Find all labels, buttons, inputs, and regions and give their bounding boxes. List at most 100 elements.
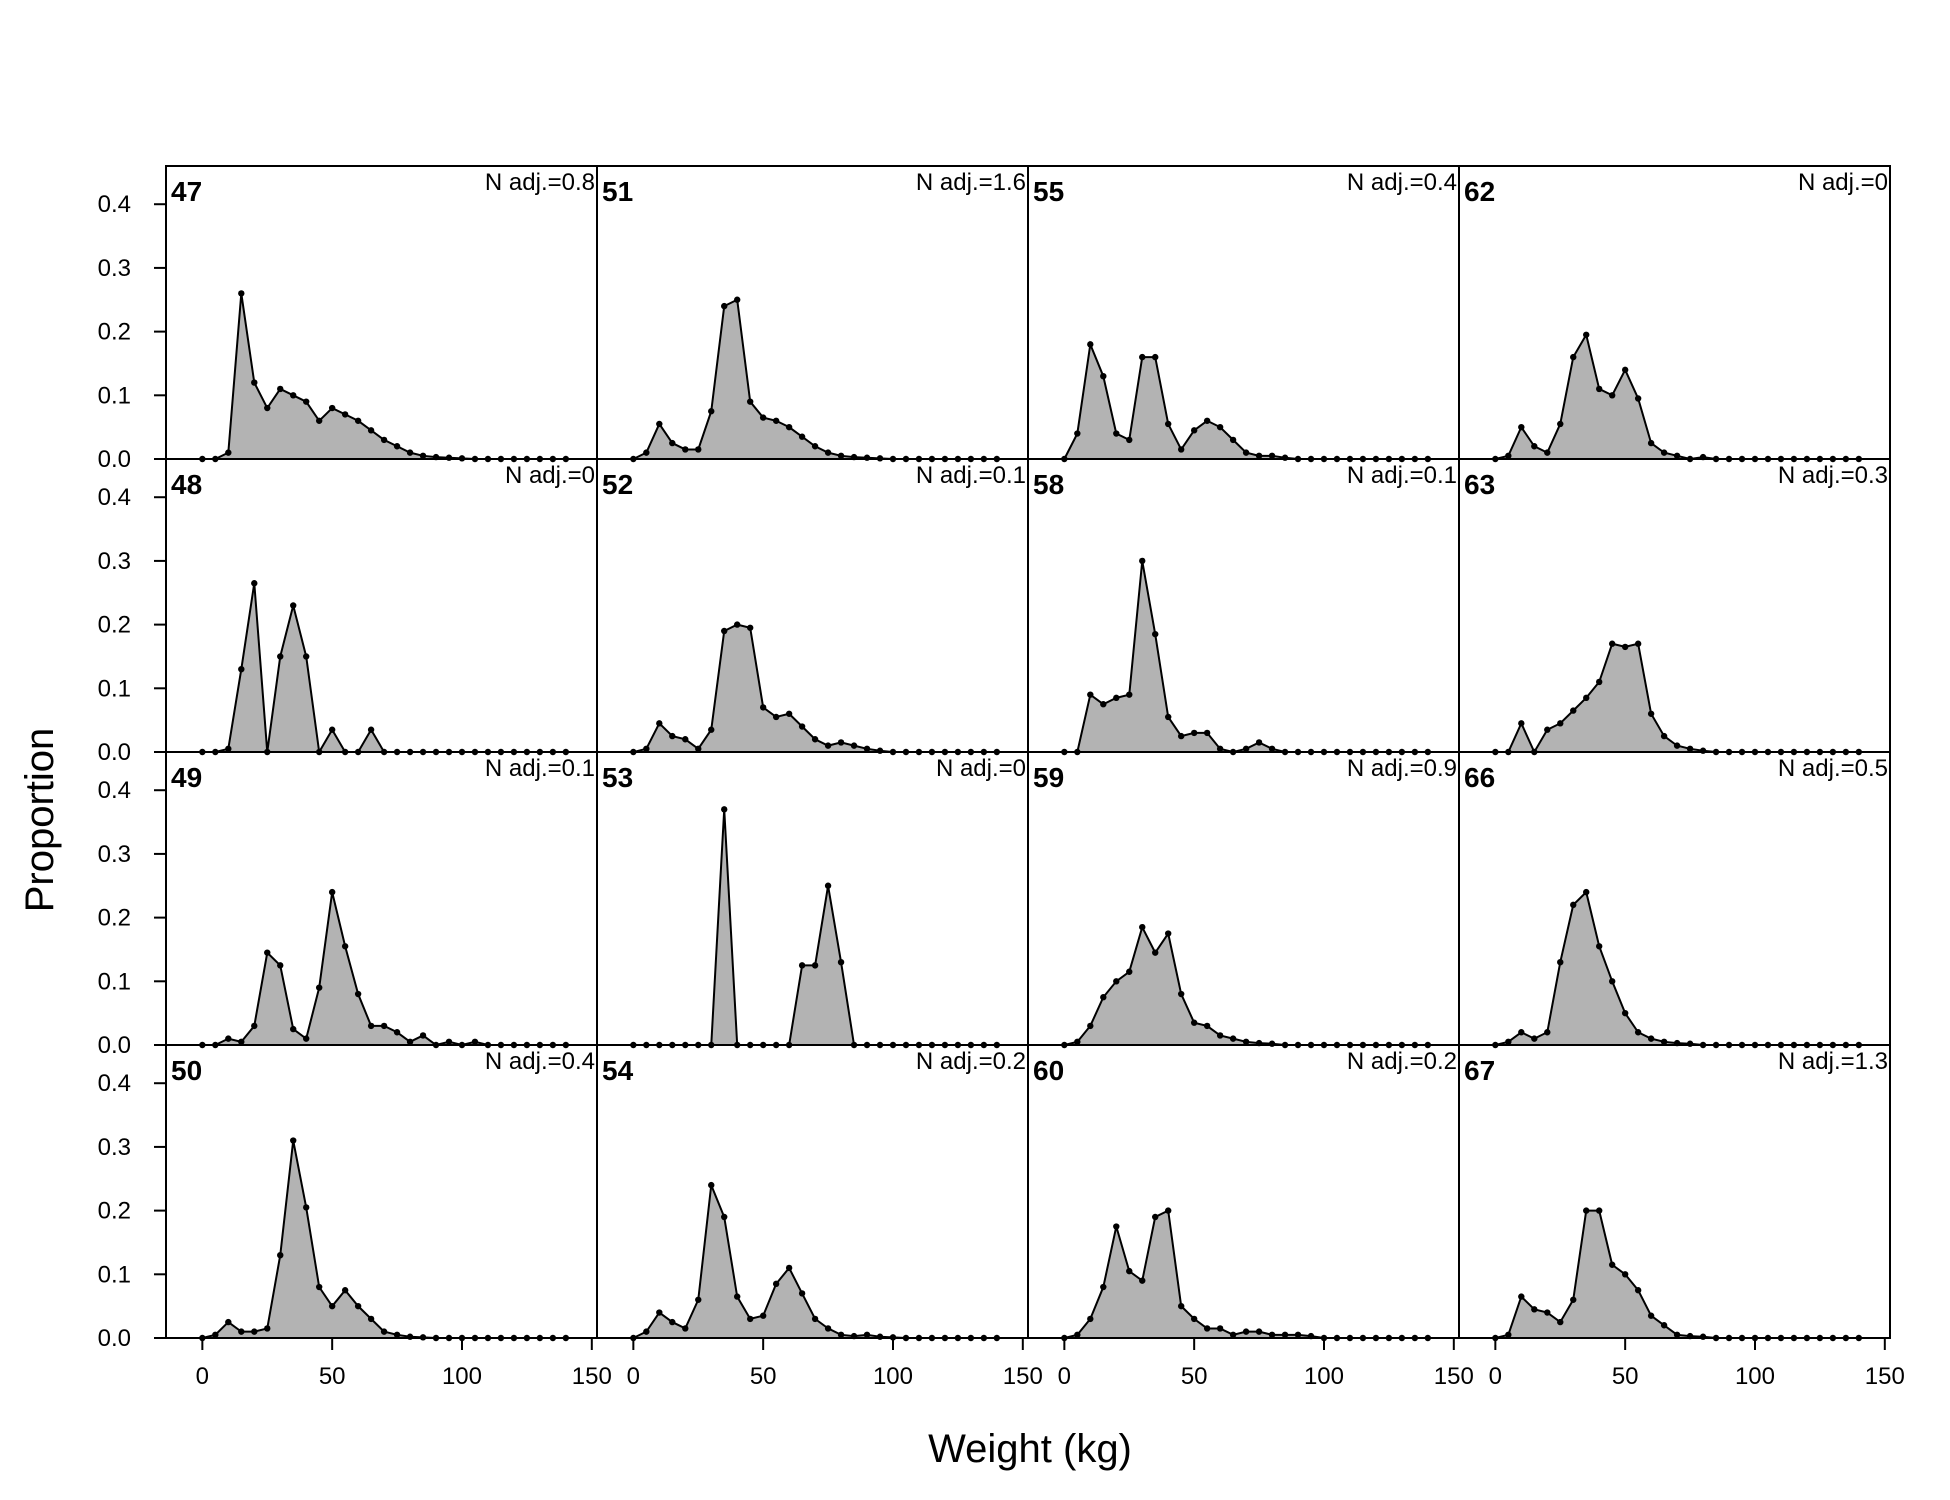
- point-47-25: [264, 404, 271, 412]
- x-tick-label: 50: [750, 1363, 777, 1390]
- point-58-15: [1100, 701, 1107, 708]
- point-59-50: [1190, 1019, 1198, 1026]
- panel-label-60: 60: [1033, 1055, 1064, 1086]
- nadj-label-60: N adj.=0.2: [1347, 1048, 1457, 1075]
- point-58-30: [1139, 557, 1146, 565]
- point-55-40: [1165, 420, 1172, 428]
- x-tick-label: 150: [1434, 1363, 1474, 1390]
- point-66-55: [1634, 1029, 1642, 1036]
- point-58-80: [1268, 745, 1276, 753]
- point-60-25: [1126, 1267, 1133, 1275]
- point-62-35: [1583, 331, 1590, 338]
- point-62-30: [1570, 353, 1577, 361]
- point-50-75: [393, 1331, 401, 1339]
- point-55-25: [1126, 436, 1133, 444]
- panel-label-58: 58: [1033, 469, 1064, 500]
- point-59-5: [1074, 1038, 1081, 1046]
- point-49-95: [445, 1038, 453, 1046]
- point-60-15: [1100, 1283, 1107, 1291]
- panel-48: 48 N adj.=0: [171, 462, 595, 756]
- point-49-65: [367, 1022, 375, 1030]
- point-52-50: [759, 704, 767, 711]
- point-47-45: [315, 417, 323, 424]
- point-52-65: [798, 723, 806, 730]
- point-60-45: [1177, 1302, 1185, 1310]
- point-48-50: [328, 726, 336, 733]
- point-67-10: [1518, 1293, 1525, 1300]
- series-line-51: [632, 298, 997, 460]
- point-48-15: [238, 666, 245, 673]
- point-58-10: [1087, 691, 1094, 698]
- point-62-60: [1647, 439, 1655, 447]
- point-60-75: [1255, 1328, 1263, 1335]
- point-52-85: [850, 742, 858, 749]
- panel-label-48: 48: [171, 469, 202, 500]
- nadj-label-59: N adj.=0.9: [1347, 755, 1457, 782]
- point-52-75: [824, 742, 832, 749]
- point-54-80: [837, 1331, 845, 1339]
- panel-53: 53 N adj.=0: [602, 755, 1026, 1049]
- area-fill-51: [633, 299, 997, 459]
- point-49-10: [225, 1035, 232, 1042]
- point-59-20: [1113, 978, 1120, 985]
- panel-label-67: 67: [1464, 1055, 1495, 1086]
- point-48-20: [251, 580, 258, 587]
- y-tick-label: 0.4: [98, 191, 131, 218]
- point-50-65: [367, 1315, 375, 1323]
- y-tick-label: 0.3: [98, 255, 131, 282]
- point-58-45: [1177, 732, 1185, 740]
- area-fill-49: [202, 892, 566, 1045]
- y-tick-label: 0.1: [98, 675, 131, 702]
- x-tick-label: 100: [442, 1363, 482, 1390]
- panel-52: 52 N adj.=0.1: [602, 462, 1026, 756]
- point-51-70: [811, 443, 819, 450]
- point-54-75: [824, 1325, 832, 1332]
- point-63-10: [1518, 720, 1525, 727]
- y-tick-label: 0.0: [98, 739, 131, 766]
- x-tick-label: 150: [1003, 1363, 1043, 1390]
- point-66-10: [1518, 1029, 1525, 1036]
- nadj-label-52: N adj.=0.1: [916, 462, 1026, 489]
- panel-66: 66 N adj.=0.5: [1464, 755, 1888, 1049]
- nadj-label-63: N adj.=0.3: [1778, 462, 1888, 489]
- area-fill-47: [202, 293, 566, 459]
- y-tick-label: 0.1: [98, 382, 131, 409]
- point-51-65: [798, 433, 806, 440]
- panel-51: 51 N adj.=1.6: [602, 169, 1026, 463]
- y-tick-label: 0.1: [98, 1261, 131, 1288]
- point-66-20: [1544, 1029, 1551, 1036]
- x-tick-label: 50: [1181, 1363, 1208, 1390]
- point-54-45: [746, 1315, 754, 1323]
- point-47-70: [380, 436, 388, 444]
- panel-47: 47 N adj.=0.8: [171, 169, 595, 463]
- point-54-5: [643, 1328, 650, 1335]
- area-fill-66: [1495, 892, 1859, 1045]
- panel-label-66: 66: [1464, 762, 1495, 793]
- point-52-15: [669, 732, 676, 740]
- x-tick-label: 0: [627, 1363, 640, 1390]
- nadj-label-54: N adj.=0.2: [916, 1048, 1026, 1075]
- panel-label-63: 63: [1464, 469, 1495, 500]
- point-52-30: [708, 726, 715, 733]
- point-66-40: [1596, 943, 1603, 950]
- x-tick-label: 150: [1865, 1363, 1905, 1390]
- point-50-50: [328, 1302, 336, 1310]
- y-tick-label: 0.2: [98, 319, 131, 346]
- nadj-label-51: N adj.=1.6: [916, 169, 1026, 196]
- point-52-70: [811, 736, 819, 743]
- point-51-20: [682, 446, 689, 453]
- point-55-20: [1113, 430, 1120, 437]
- nadj-label-67: N adj.=1.3: [1778, 1048, 1888, 1075]
- y-axis-title: Proportion: [18, 728, 62, 913]
- panel-67: 67 N adj.=1.3: [1464, 1048, 1888, 1342]
- point-54-20: [682, 1325, 689, 1332]
- point-47-15: [238, 290, 245, 297]
- point-50-25: [264, 1325, 271, 1332]
- point-47-65: [367, 427, 375, 434]
- point-59-45: [1177, 990, 1185, 998]
- area-fill-54: [633, 1185, 997, 1338]
- point-51-75: [824, 449, 832, 456]
- point-59-70: [1242, 1038, 1250, 1046]
- point-63-20: [1544, 726, 1551, 733]
- point-49-30: [277, 962, 284, 969]
